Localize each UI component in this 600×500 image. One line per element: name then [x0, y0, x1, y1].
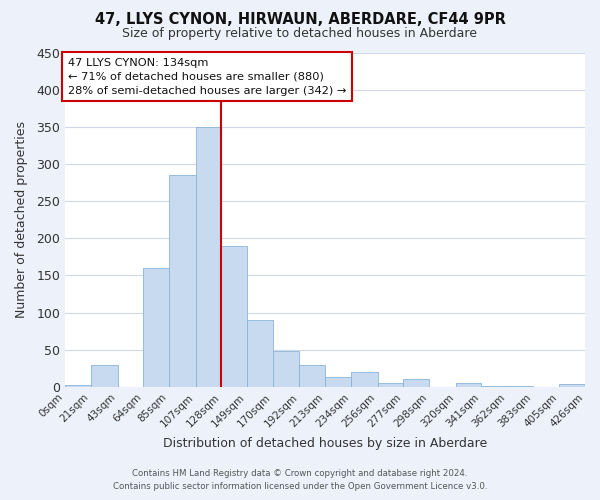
Bar: [507, 386, 533, 387]
Text: Size of property relative to detached houses in Aberdare: Size of property relative to detached ho…: [122, 28, 478, 40]
Text: 47, LLYS CYNON, HIRWAUN, ABERDARE, CF44 9PR: 47, LLYS CYNON, HIRWAUN, ABERDARE, CF44 …: [95, 12, 505, 28]
Bar: [325, 376, 350, 387]
Bar: [272, 352, 299, 387]
Text: Contains HM Land Registry data © Crown copyright and database right 2024.
Contai: Contains HM Land Registry data © Crown c…: [113, 470, 487, 491]
X-axis label: Distribution of detached houses by size in Aberdare: Distribution of detached houses by size …: [163, 437, 487, 450]
Bar: [299, 364, 325, 387]
Bar: [481, 386, 507, 387]
Bar: [91, 364, 118, 387]
Bar: [196, 127, 221, 387]
Text: 47 LLYS CYNON: 134sqm
← 71% of detached houses are smaller (880)
28% of semi-det: 47 LLYS CYNON: 134sqm ← 71% of detached …: [68, 58, 346, 96]
Bar: [143, 268, 169, 387]
Bar: [65, 384, 91, 387]
Bar: [247, 320, 272, 387]
Bar: [559, 384, 585, 387]
Bar: [377, 383, 403, 387]
Bar: [403, 379, 429, 387]
Bar: [455, 383, 481, 387]
Bar: [169, 175, 196, 387]
Bar: [221, 246, 247, 387]
Y-axis label: Number of detached properties: Number of detached properties: [15, 121, 28, 318]
Bar: [350, 372, 377, 387]
